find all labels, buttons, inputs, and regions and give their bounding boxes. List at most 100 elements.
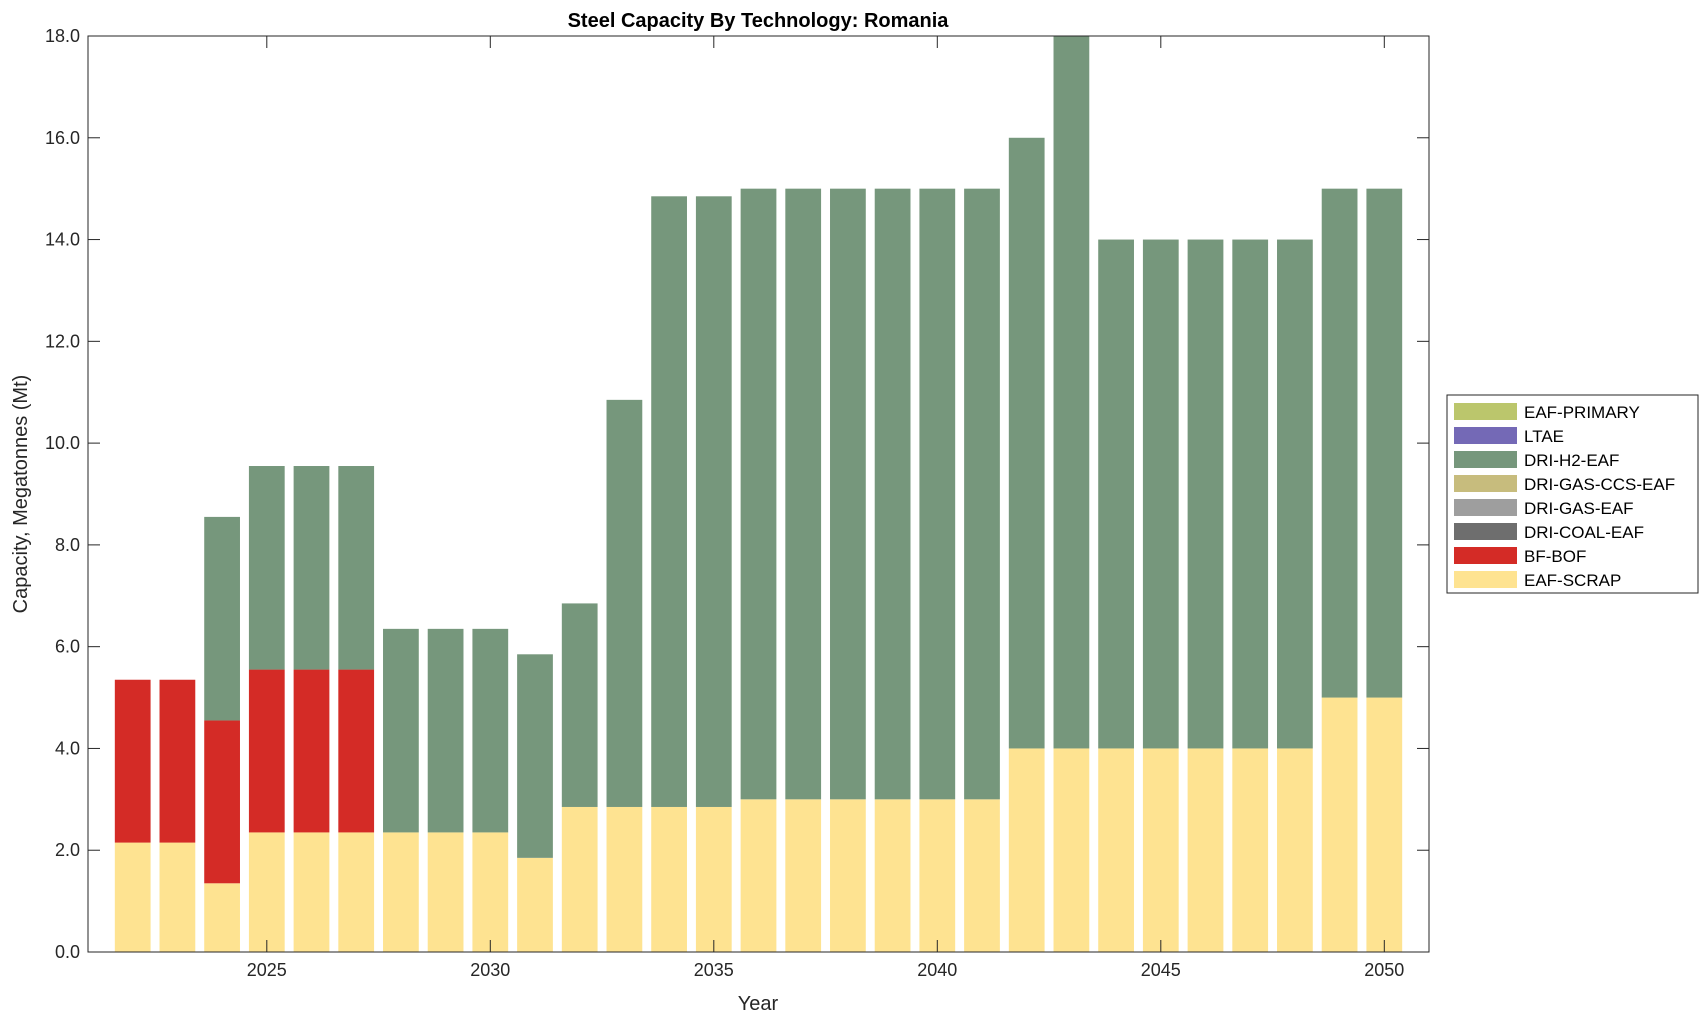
bar-dri-h2-eaf-2038 — [830, 188, 866, 800]
bar-dri-h2-eaf-2030 — [472, 628, 509, 833]
bar-eaf-scrap-2049 — [1321, 697, 1358, 952]
axes-group: 2025 2030 2035 2040 2045 2050 0.0 2.0 4.0 6.0 8.0 1… — [45, 26, 1429, 980]
bar-eaf-scrap-2031 — [517, 857, 553, 952]
x-tick-label: 2035 — [694, 960, 734, 980]
legend-swatch-eaf-primary — [1454, 403, 1517, 420]
legend-label-dri-gas-eaf: DRI-GAS-EAF — [1524, 499, 1634, 518]
bar-eaf-scrap-2041 — [964, 799, 1000, 952]
y-tick-label: 2.0 — [55, 840, 80, 860]
bar-dri-h2-eaf-2046 — [1187, 239, 1224, 749]
bar-dri-h2-eaf-2048 — [1277, 239, 1313, 749]
legend-swatch-dri-coal-eaf — [1454, 523, 1517, 540]
legend-label-dri-gas-ccs-eaf: DRI-GAS-CCS-EAF — [1524, 475, 1675, 494]
bar-dri-h2-eaf-2035 — [695, 196, 732, 807]
legend-label-ltae: LTAE — [1524, 427, 1564, 446]
bar-eaf-scrap-2048 — [1277, 748, 1313, 952]
bar-eaf-scrap-2040 — [919, 799, 956, 952]
bar-bf-bof-2026 — [293, 669, 330, 833]
bar-eaf-scrap-2033 — [606, 806, 643, 952]
bar-eaf-scrap-2023 — [159, 842, 196, 952]
bar-dri-h2-eaf-2024 — [204, 516, 240, 721]
bar-eaf-scrap-2027 — [338, 832, 375, 952]
bar-dri-h2-eaf-2032 — [561, 603, 598, 807]
x-tick-label: 2040 — [917, 960, 957, 980]
y-tick-label: 8.0 — [55, 535, 80, 555]
y-axis-label: Capacity, Megatonnes (Mt) — [10, 375, 32, 614]
legend-swatch-dri-gas-ccs-eaf — [1454, 475, 1517, 492]
bar-eaf-scrap-2026 — [293, 832, 330, 952]
bar-eaf-scrap-2024 — [204, 883, 240, 952]
bar-eaf-scrap-2047 — [1232, 748, 1269, 952]
legend-label-eaf-scrap: EAF-SCRAP — [1524, 571, 1621, 590]
bar-eaf-scrap-2050 — [1366, 697, 1403, 952]
bar-bf-bof-2022 — [114, 679, 151, 843]
legend-swatch-dri-gas-eaf — [1454, 499, 1517, 516]
bar-bf-bof-2027 — [338, 669, 375, 833]
bar-eaf-scrap-2036 — [740, 799, 777, 952]
y-tick-label: 6.0 — [55, 637, 80, 657]
bar-dri-h2-eaf-2037 — [785, 188, 822, 800]
x-tick-label: 2030 — [470, 960, 510, 980]
bar-dri-h2-eaf-2033 — [606, 399, 643, 807]
y-tick-label: 12.0 — [45, 331, 80, 351]
legend-label-eaf-primary: EAF-PRIMARY — [1524, 403, 1640, 422]
bar-eaf-scrap-2028 — [383, 832, 419, 952]
bar-dri-h2-eaf-2043 — [1053, 36, 1090, 749]
bar-eaf-scrap-2034 — [651, 806, 687, 952]
bar-dri-h2-eaf-2031 — [517, 654, 553, 858]
bar-eaf-scrap-2025 — [248, 832, 285, 952]
y-tick-label: 18.0 — [45, 26, 80, 46]
bar-dri-h2-eaf-2040 — [919, 188, 956, 800]
legend-swatch-dri-h2-eaf — [1454, 451, 1517, 468]
bar-dri-h2-eaf-2026 — [293, 466, 330, 670]
y-tick-label: 10.0 — [45, 433, 80, 453]
legend-label-dri-coal-eaf: DRI-COAL-EAF — [1524, 523, 1644, 542]
bar-dri-h2-eaf-2045 — [1142, 239, 1179, 749]
bar-eaf-scrap-2030 — [472, 832, 509, 952]
bar-dri-h2-eaf-2034 — [651, 196, 687, 807]
bar-eaf-scrap-2029 — [427, 832, 464, 952]
legend-label-dri-h2-eaf: DRI-H2-EAF — [1524, 451, 1619, 470]
legend-swatch-ltae — [1454, 427, 1517, 444]
bar-dri-h2-eaf-2028 — [383, 628, 419, 833]
plot-area-frame — [87, 35, 1430, 953]
bar-eaf-scrap-2038 — [830, 799, 866, 952]
bar-eaf-scrap-2039 — [874, 799, 911, 952]
bar-eaf-scrap-2044 — [1098, 748, 1134, 952]
bar-eaf-scrap-2032 — [561, 806, 598, 952]
bar-dri-h2-eaf-2042 — [1008, 137, 1045, 749]
bar-eaf-scrap-2037 — [785, 799, 822, 952]
bar-dri-h2-eaf-2025 — [248, 466, 285, 670]
bar-eaf-scrap-2043 — [1053, 748, 1090, 952]
bar-bf-bof-2024 — [204, 720, 240, 884]
bar-dri-h2-eaf-2029 — [427, 628, 464, 833]
bar-dri-h2-eaf-2044 — [1098, 239, 1134, 749]
bar-dri-h2-eaf-2050 — [1366, 188, 1403, 698]
bar-dri-h2-eaf-2049 — [1321, 188, 1358, 698]
bar-eaf-scrap-2022 — [114, 842, 151, 952]
bar-dri-h2-eaf-2039 — [874, 188, 911, 800]
bar-bf-bof-2023 — [159, 679, 196, 843]
y-tick-label: 4.0 — [55, 738, 80, 758]
bar-dri-h2-eaf-2041 — [964, 188, 1000, 800]
bar-bf-bof-2025 — [248, 669, 285, 833]
x-tick-label: 2050 — [1364, 960, 1404, 980]
legend: EAF-PRIMARY LTAE DRI-H2-EAF DRI-GAS-CCS-EAF… — [1446, 394, 1699, 594]
y-tick-label: 16.0 — [45, 128, 80, 148]
bar-eaf-scrap-2035 — [695, 806, 732, 952]
y-tick-label: 0.0 — [55, 942, 80, 962]
y-tick-label: 14.0 — [45, 230, 80, 250]
bars-group — [114, 36, 1403, 952]
bar-eaf-scrap-2045 — [1142, 748, 1179, 952]
legend-swatch-bf-bof — [1454, 547, 1517, 564]
bar-eaf-scrap-2042 — [1008, 748, 1045, 952]
legend-label-bf-bof: BF-BOF — [1524, 547, 1586, 566]
bar-dri-h2-eaf-2036 — [740, 188, 777, 800]
x-tick-label: 2025 — [247, 960, 287, 980]
x-tick-label: 2045 — [1141, 960, 1181, 980]
bar-eaf-scrap-2046 — [1187, 748, 1224, 952]
legend-swatch-eaf-scrap — [1454, 571, 1517, 588]
bar-dri-h2-eaf-2027 — [338, 466, 375, 670]
bar-dri-h2-eaf-2047 — [1232, 239, 1269, 749]
